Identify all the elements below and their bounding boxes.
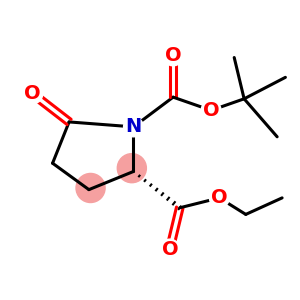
Circle shape bbox=[117, 154, 146, 183]
Text: O: O bbox=[161, 240, 178, 259]
Circle shape bbox=[163, 46, 183, 66]
Text: N: N bbox=[125, 117, 142, 136]
Circle shape bbox=[23, 84, 43, 104]
Circle shape bbox=[201, 100, 221, 120]
Text: O: O bbox=[203, 101, 219, 120]
Text: O: O bbox=[165, 46, 182, 65]
Text: O: O bbox=[24, 84, 41, 104]
Circle shape bbox=[209, 188, 229, 208]
Text: O: O bbox=[211, 188, 228, 207]
Circle shape bbox=[124, 117, 143, 137]
Circle shape bbox=[160, 239, 180, 259]
Circle shape bbox=[76, 173, 105, 202]
